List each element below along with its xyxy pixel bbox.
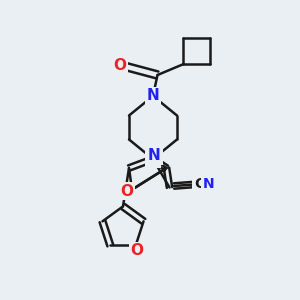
Text: O: O (120, 184, 133, 199)
Text: O: O (131, 243, 144, 258)
Text: O: O (113, 58, 126, 73)
Text: N: N (147, 152, 159, 166)
Text: N: N (147, 88, 159, 104)
Text: N: N (203, 178, 214, 191)
Text: N: N (148, 148, 161, 164)
Text: C: C (194, 178, 204, 191)
